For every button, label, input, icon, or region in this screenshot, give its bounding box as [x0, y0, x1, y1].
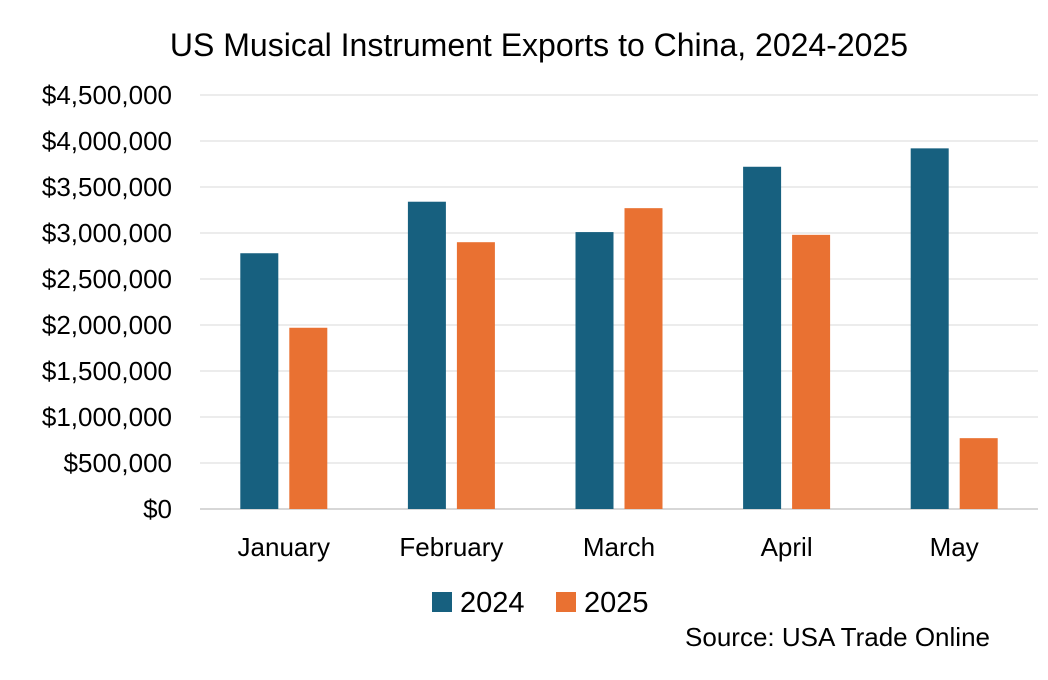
y-tick-label: $3,000,000 — [42, 218, 172, 248]
bar-2025-may — [959, 438, 998, 509]
bar-2025-february — [456, 242, 495, 509]
y-tick-label: $3,500,000 — [42, 172, 172, 202]
legend-label-2025: 2025 — [584, 587, 649, 619]
bar-2025-april — [792, 234, 831, 509]
y-tick-label: $2,500,000 — [42, 264, 172, 294]
legend: 2024 2025 — [432, 587, 649, 619]
x-tick-label: April — [761, 532, 813, 562]
bar-2025-march — [624, 208, 663, 509]
bar-2024-february — [407, 201, 446, 509]
y-tick-label: $0 — [143, 494, 172, 524]
chart-title: US Musical Instrument Exports to China, … — [170, 27, 908, 63]
x-axis: January February March April May — [238, 532, 979, 562]
y-tick-label: $4,000,000 — [42, 126, 172, 156]
y-tick-label: $1,000,000 — [42, 402, 172, 432]
x-tick-label: January — [238, 532, 331, 562]
legend-swatch-2025 — [556, 592, 576, 612]
legend-swatch-2024 — [432, 592, 452, 612]
legend-label-2024: 2024 — [460, 587, 525, 619]
gridlines — [200, 94, 1038, 464]
y-tick-label: $2,000,000 — [42, 310, 172, 340]
bar-2024-march — [575, 232, 614, 509]
y-tick-label: $4,500,000 — [42, 80, 172, 110]
source-note: Source: USA Trade Online — [685, 622, 990, 652]
y-axis: $0 $500,000 $1,000,000 $1,500,000 $2,000,000… — [42, 80, 1038, 524]
y-tick-label: $500,000 — [64, 448, 172, 478]
x-tick-label: May — [930, 532, 979, 562]
bars — [240, 148, 998, 510]
bar-2024-may — [910, 148, 949, 510]
bar-2024-january — [240, 253, 279, 509]
bar-2024-april — [743, 166, 782, 509]
x-tick-label: March — [583, 532, 655, 562]
bar-2025-january — [289, 327, 328, 509]
x-tick-label: February — [399, 532, 503, 562]
y-tick-label: $1,500,000 — [42, 356, 172, 386]
